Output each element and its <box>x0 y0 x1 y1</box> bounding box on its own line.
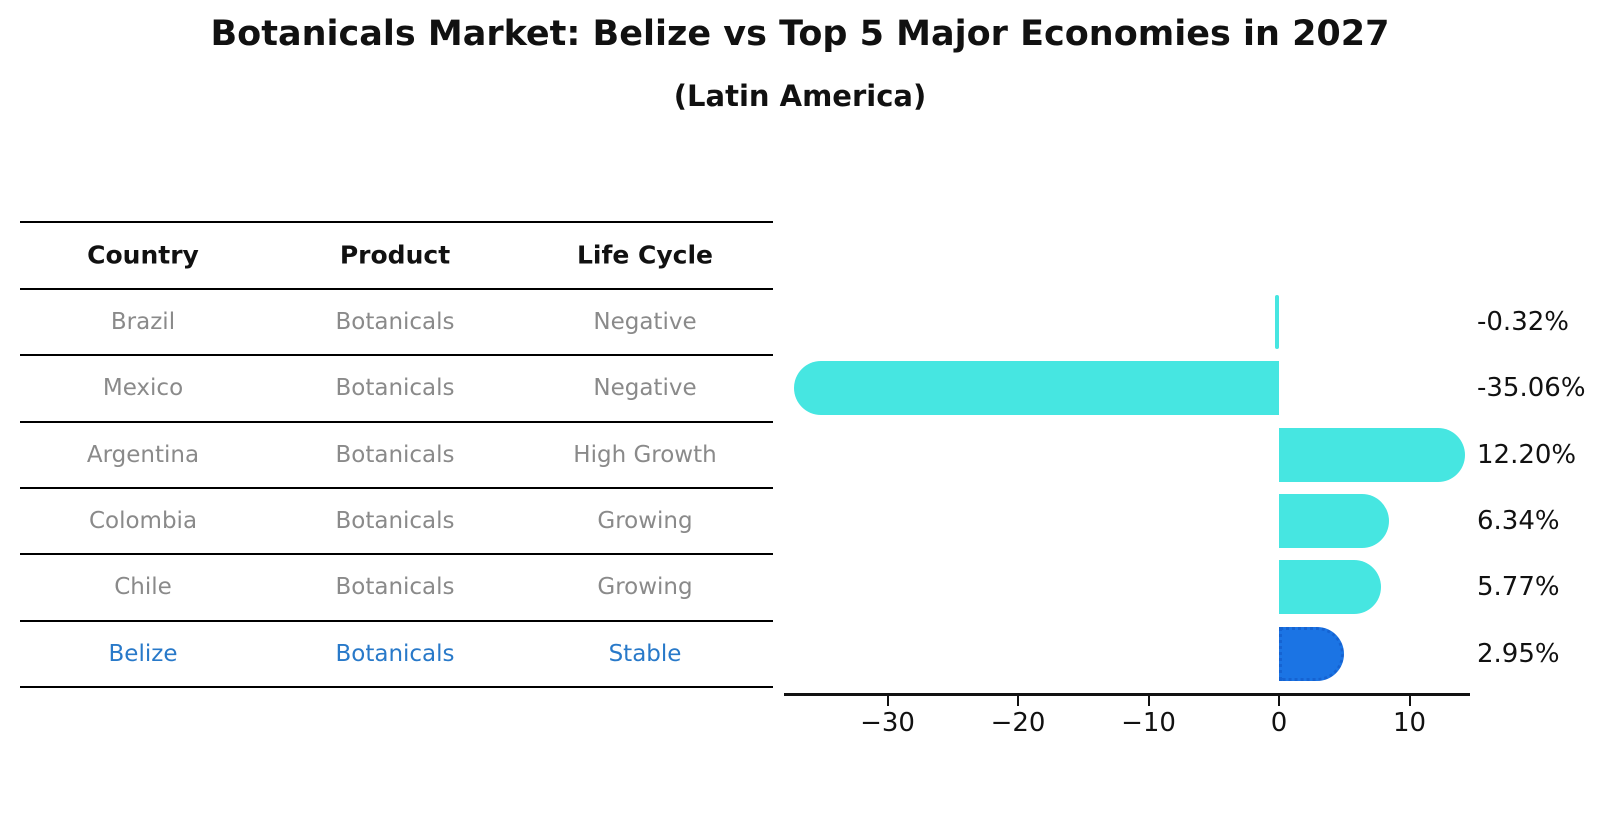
x-axis-tick <box>1017 696 1019 706</box>
table-cell-belize-product: Botanicals <box>335 640 455 667</box>
x-axis-tick-label: 0 <box>1270 708 1288 738</box>
bar-mexico <box>794 361 1279 416</box>
bar-brazil <box>1274 295 1279 350</box>
chart-subtitle: (Latin America) <box>673 79 927 113</box>
x-axis-tick-label: −30 <box>860 708 915 738</box>
value-label-mexico: -35.06% <box>1477 373 1586 404</box>
value-label-brazil: -0.32% <box>1477 307 1569 338</box>
table-rule <box>20 420 773 423</box>
value-label-argentina: 12.20% <box>1477 439 1577 470</box>
table-cell-colombia-country: Colombia <box>88 508 198 535</box>
value-label-chile: 5.77% <box>1477 572 1560 603</box>
x-axis-tick <box>1147 696 1150 706</box>
x-axis-tick <box>1408 696 1411 706</box>
table-cell-brazil-life-cycle: Negative <box>593 309 697 336</box>
x-axis-tick-label: −10 <box>1121 708 1176 738</box>
table-cell-argentina-product: Botanicals <box>335 441 455 468</box>
bar-argentina <box>1279 427 1466 482</box>
x-axis-tick-label: 10 <box>1392 708 1427 738</box>
table-cell-colombia-life-cycle: Growing <box>597 508 693 535</box>
table-rule <box>20 553 773 556</box>
table-rule <box>20 288 773 290</box>
table-cell-colombia-product: Botanicals <box>335 508 455 535</box>
table-rule <box>20 619 773 622</box>
bar-chile <box>1279 560 1382 615</box>
value-label-belize: 2.95% <box>1477 638 1560 669</box>
table-cell-belize-country: Belize <box>108 640 178 667</box>
table-header-life-cycle: Life Cycle <box>576 240 714 270</box>
table-rule <box>20 685 773 688</box>
table-cell-brazil-country: Brazil <box>110 309 176 336</box>
table-rule <box>20 221 773 223</box>
bar-colombia <box>1279 494 1389 549</box>
table-header-country: Country <box>87 240 199 270</box>
table-cell-chile-country: Chile <box>114 574 172 601</box>
table-cell-belize-life-cycle: Stable <box>608 640 682 667</box>
x-axis-tick <box>1278 696 1280 706</box>
table-header-product: Product <box>339 240 451 270</box>
bar-belize <box>1279 626 1345 681</box>
table-cell-mexico-life-cycle: Negative <box>593 375 697 402</box>
table-cell-chile-life-cycle: Growing <box>597 574 693 601</box>
table-rule <box>20 486 773 489</box>
table-cell-mexico-product: Botanicals <box>335 375 455 402</box>
table-cell-brazil-product: Botanicals <box>335 309 455 336</box>
x-axis-line <box>784 693 1470 696</box>
table-cell-chile-product: Botanicals <box>335 574 455 601</box>
x-axis-tick-label: −20 <box>990 708 1046 738</box>
value-label-colombia: 6.34% <box>1477 506 1560 537</box>
table-cell-argentina-country: Argentina <box>86 441 200 468</box>
table-rule <box>20 354 773 357</box>
x-axis-tick <box>886 696 889 706</box>
table-cell-mexico-country: Mexico <box>102 375 184 402</box>
chart-title: Botanicals Market: Belize vs Top 5 Major… <box>210 14 1390 54</box>
table-cell-argentina-life-cycle: High Growth <box>573 441 717 468</box>
